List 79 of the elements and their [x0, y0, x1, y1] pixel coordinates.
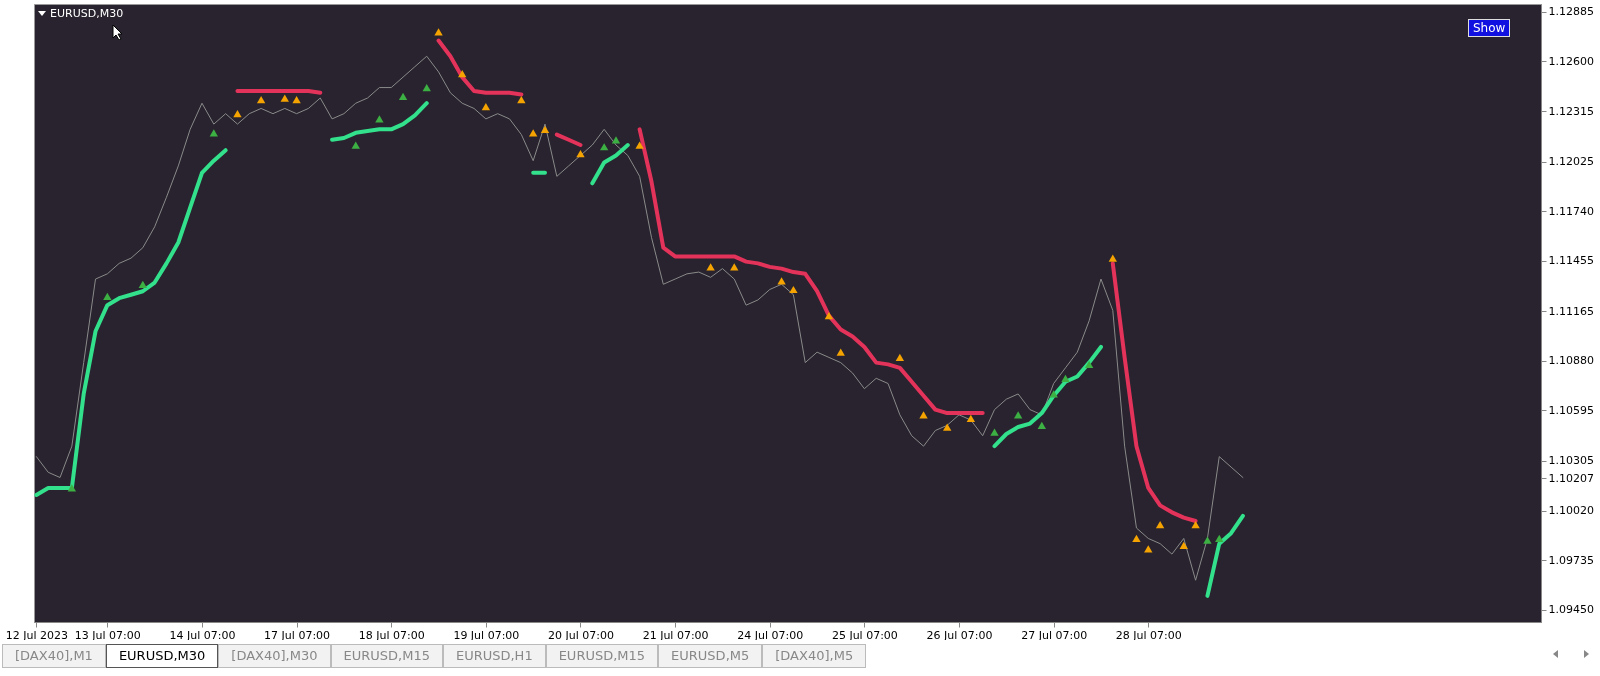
point: [943, 423, 952, 431]
x-tick-label: 21 Jul 07:00: [642, 628, 709, 642]
y-tick-label: 1.11740: [1548, 204, 1594, 218]
point: [351, 141, 360, 149]
point: [919, 411, 928, 419]
y-tick-label: 1.12025: [1548, 155, 1594, 169]
point: [398, 92, 408, 100]
y-tick-label: 1.11165: [1548, 304, 1594, 318]
text: EURUSD,M30: [105, 644, 219, 668]
point: [1061, 374, 1070, 382]
point: [1191, 520, 1200, 529]
point: [599, 143, 609, 151]
x-tick-label: 12 Jul 2023: [5, 628, 68, 642]
point: [1037, 421, 1046, 429]
point: [824, 311, 834, 320]
point: [1179, 541, 1188, 550]
point: [1049, 390, 1058, 398]
x-tick-label: 14 Jul 07:00: [169, 628, 236, 642]
y-tick-label: 1.11455: [1548, 254, 1594, 268]
point: [233, 110, 242, 118]
text: [DAX40],M30: [218, 644, 331, 668]
point: [895, 353, 905, 362]
text: [DAX40],M1: [2, 644, 106, 668]
point: [777, 277, 786, 285]
point: [1132, 534, 1141, 543]
point: [576, 150, 585, 158]
point: [990, 428, 999, 436]
x-tick-label: 20 Jul 07:00: [548, 628, 614, 642]
point: [789, 285, 798, 294]
point: [375, 115, 384, 123]
x-tick-label: 24 Jul 07:00: [737, 628, 804, 642]
x-tick-label: 27 Jul 07:00: [1021, 628, 1088, 642]
y-tick-label: 1.10595: [1548, 403, 1594, 417]
x-tick-label: 26 Jul 07:00: [926, 628, 993, 642]
point: [1203, 536, 1212, 544]
point: [635, 141, 644, 149]
x-tick-label: 13 Jul 07:00: [74, 628, 141, 642]
y-tick-label: 1.10305: [1548, 454, 1594, 468]
point: [67, 484, 77, 492]
annotation: Show: [1468, 19, 1511, 37]
y-tick-label: 1.09450: [1548, 603, 1594, 617]
text: EURUSD,M5: [658, 644, 763, 668]
point: [458, 70, 467, 78]
y-tick-label: 1.12885: [1548, 5, 1594, 19]
y-tick-label: 1.10020: [1548, 504, 1594, 518]
point: [103, 292, 112, 301]
point: [422, 83, 431, 92]
point: [256, 96, 266, 104]
text: EURUSD,H1: [442, 644, 546, 668]
x-tick-label: 19 Jul 07:00: [453, 628, 520, 642]
x-tick-label: 17 Jul 07:00: [264, 628, 331, 642]
x-tick-label: 25 Jul 07:00: [831, 628, 898, 642]
point: [966, 414, 976, 422]
point: [209, 129, 218, 137]
point: [292, 96, 301, 104]
y-tick-label: 1.10880: [1548, 354, 1594, 368]
point: [1155, 520, 1165, 529]
chart-title: EURUSD,M30: [50, 7, 124, 20]
point: [836, 348, 845, 356]
y-tick-label: 1.09735: [1548, 553, 1594, 567]
point: [611, 136, 621, 144]
y-tick-label: 1.10207: [1548, 471, 1594, 485]
point: [481, 103, 491, 111]
point: [434, 28, 443, 36]
text: EURUSD,M15: [330, 644, 443, 668]
x-tick-label: 28 Jul 07:00: [1115, 628, 1182, 642]
y-tick-label: 1.12315: [1548, 104, 1594, 118]
point: [1108, 254, 1117, 262]
point: [1215, 534, 1224, 543]
point: [1144, 545, 1153, 553]
point: [540, 125, 550, 133]
text: EURUSD,M15: [545, 644, 659, 668]
y-tick-label: 1.12600: [1548, 54, 1594, 68]
point: [1084, 360, 1094, 368]
point: [280, 94, 289, 102]
point: [517, 96, 526, 104]
text: [DAX40],M5: [762, 644, 867, 668]
point: [138, 280, 148, 288]
x-tick-label: 18 Jul 07:00: [358, 628, 425, 642]
